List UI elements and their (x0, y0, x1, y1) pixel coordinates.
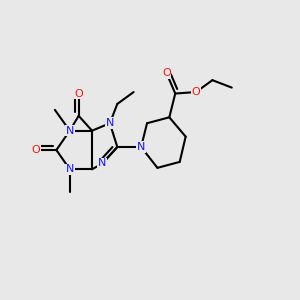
Text: N: N (98, 158, 106, 168)
Text: O: O (31, 145, 40, 155)
Text: N: N (66, 126, 74, 136)
Text: O: O (162, 68, 171, 78)
Text: N: N (66, 164, 74, 174)
Text: O: O (74, 88, 83, 98)
Text: N: N (137, 142, 145, 152)
Text: N: N (106, 118, 114, 128)
Text: O: O (192, 87, 200, 97)
